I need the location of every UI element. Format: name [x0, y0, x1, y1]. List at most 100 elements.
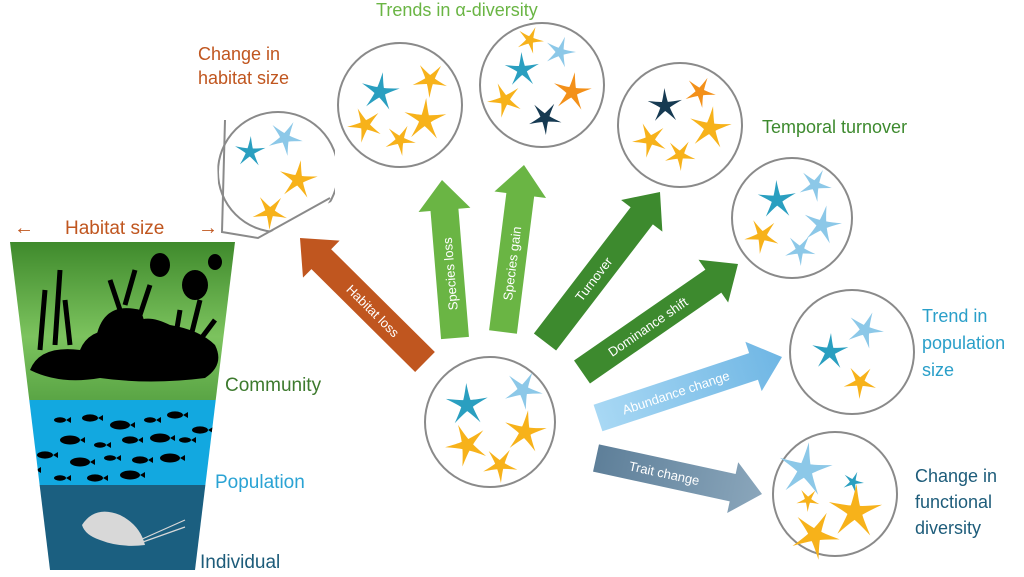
starfish-icon: [385, 125, 416, 156]
fish-icon: [104, 455, 116, 461]
starfish-icon: [547, 36, 576, 68]
starfish-icon: [505, 372, 543, 410]
population-circle: [789, 289, 915, 415]
species-loss-arrow: Species loss: [418, 180, 471, 340]
starfish-icon: [804, 205, 842, 244]
habitat-loss-arrow-shape: [299, 237, 435, 372]
starfish-icon: [412, 65, 447, 98]
circle-outline: [789, 289, 915, 415]
starfish-icon: [280, 160, 318, 198]
fish-tail-icon: [208, 427, 213, 433]
fish-icon: [70, 457, 90, 467]
fish-tail-icon: [156, 417, 161, 423]
starfish-icon: [843, 471, 864, 493]
starfish-icon: [347, 108, 381, 143]
population-trend-title-line1: Trend in: [922, 306, 987, 326]
starfish-icon: [632, 123, 666, 158]
fish-tail-icon: [180, 455, 185, 461]
starfish-icon: [517, 27, 544, 54]
starfish-icon: [744, 220, 779, 254]
habitat-size-right-arrow: →: [198, 217, 218, 239]
fish-icon: [110, 420, 130, 430]
fish-tail-icon: [98, 415, 103, 421]
habitat-loss-arrow: Habitat loss: [299, 237, 435, 372]
alpha-loss-circle: [337, 42, 463, 168]
starfish-icon: [690, 106, 732, 148]
dominance-shift-arrow-label: Dominance shift: [605, 294, 690, 360]
dominance-circle: [731, 157, 853, 279]
starfish-icon: [779, 442, 833, 495]
habitat-size-label: Habitat size: [65, 218, 164, 239]
fish-icon: [132, 456, 148, 464]
starfish-icon: [404, 98, 447, 139]
habitat-size-left-arrow: ←: [14, 217, 34, 239]
species-gain-arrow-shape: [489, 164, 547, 334]
circle-cut-edge: [220, 119, 331, 240]
starfish-icon: [685, 77, 716, 108]
fish-tail-icon: [138, 437, 143, 443]
dominance-shift-arrow-shape: [574, 259, 739, 384]
starfish-icon: [483, 449, 518, 483]
species-gain-arrow: Species gain: [489, 164, 547, 334]
starfish-icon: [843, 367, 876, 399]
community-circles: [217, 22, 915, 560]
habitat-loss-arrow-label: Habitat loss: [343, 282, 402, 341]
fish-tail-icon: [66, 475, 71, 481]
functional-change-title-line1: Change in: [915, 466, 997, 486]
community-label: Community: [225, 375, 322, 396]
fish-tail-icon: [36, 467, 41, 473]
starfish-icon: [252, 197, 287, 230]
fish-icon: [94, 442, 106, 448]
fish-icon: [54, 475, 66, 481]
fish-school-icon: [24, 411, 213, 482]
fish-icon: [60, 435, 80, 445]
fish-icon: [179, 437, 191, 443]
starfish-icon: [445, 424, 487, 467]
amphipod-icon: [82, 511, 186, 546]
reduced-habitat-circle: [217, 111, 335, 240]
alpha-gain-circle: [479, 22, 605, 148]
fish-icon: [150, 433, 170, 443]
fish-icon: [54, 417, 66, 423]
fish-icon: [160, 453, 180, 463]
starfish-icon: [757, 180, 796, 217]
starfish-icon: [665, 141, 696, 171]
starfish-icon: [812, 333, 849, 368]
fish-tail-icon: [66, 417, 71, 423]
trait-change-arrow: Trait change: [593, 444, 762, 514]
fish-icon: [87, 474, 103, 482]
fish-icon: [122, 436, 138, 444]
fish-tail-icon: [116, 455, 121, 461]
circle-outline: [731, 157, 853, 279]
fish-icon: [24, 467, 36, 473]
circle-outline: [479, 22, 605, 148]
habitat-change-title-line1: Change in: [198, 44, 280, 64]
species-loss-arrow-shape: [418, 180, 471, 340]
fish-icon: [144, 417, 156, 423]
fish-tail-icon: [140, 472, 145, 478]
fish-icon: [192, 426, 208, 434]
fish-icon: [167, 411, 183, 419]
fish-tail-icon: [148, 457, 153, 463]
fish-tail-icon: [90, 459, 95, 465]
starfish-icon: [268, 122, 303, 156]
trait-change-arrow-shape: [593, 444, 762, 514]
starfish-icon: [505, 410, 547, 452]
turnover-arrow-shape: [533, 192, 663, 351]
starfish-icon: [796, 490, 820, 512]
starfish-icon: [362, 72, 400, 110]
starfish-icon: [799, 169, 832, 202]
functional-circle: [772, 431, 898, 560]
population-band: [10, 400, 235, 485]
starfish-icon: [647, 88, 682, 121]
starfish-icon: [529, 103, 562, 135]
fish-icon: [37, 451, 53, 459]
fish-tail-icon: [191, 437, 196, 443]
fish-tail-icon: [106, 442, 111, 448]
circle-outline: [772, 431, 898, 557]
individual-label: Individual: [200, 552, 280, 573]
starfish-icon: [792, 512, 840, 560]
population-label: Population: [215, 472, 305, 493]
starfish-icon: [445, 383, 488, 424]
